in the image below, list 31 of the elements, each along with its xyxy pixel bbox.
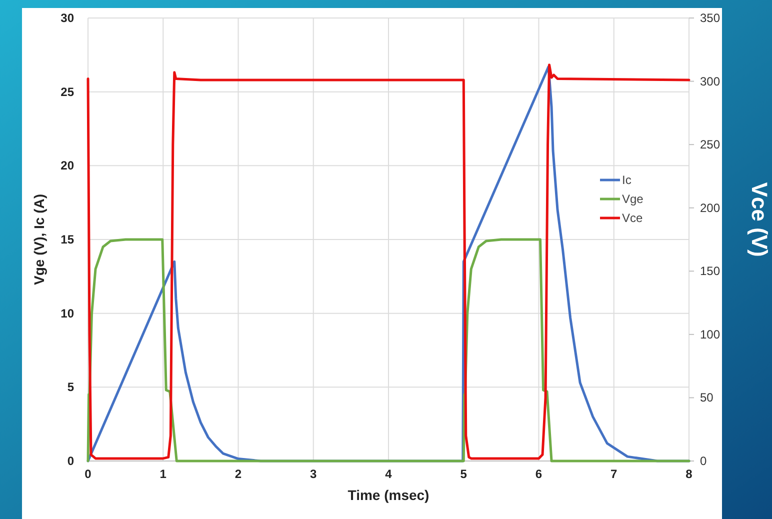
y-tick-label: 30	[60, 11, 74, 25]
y2-tick-label: 200	[700, 200, 720, 215]
x-tick-label: 4	[385, 467, 392, 481]
x-tick-label: 7	[610, 467, 618, 481]
x-tick-label: 5	[460, 467, 468, 481]
x-axis-title: Time (msec)	[348, 487, 430, 503]
x-tick-label: 2	[234, 467, 242, 481]
y-tick-label: 0	[67, 454, 74, 468]
y2-tick-label: 0	[700, 454, 707, 468]
y-tick-label: 10	[60, 306, 74, 320]
x-tick-label: 1	[160, 467, 167, 481]
y2-tick-label: 50	[700, 390, 714, 405]
y2-tick-label: 350	[700, 11, 720, 25]
x-tick-label: 8	[686, 467, 693, 481]
y-tick-label: 15	[60, 232, 74, 246]
line-series	[86, 238, 690, 462]
legend-label: Ic	[622, 173, 632, 187]
y-tick-label: 20	[60, 158, 74, 173]
y2-tick-label: 300	[700, 74, 720, 88]
legend-label: Vge	[622, 192, 644, 206]
x-tick-label: 6	[535, 467, 542, 481]
y2-axis-title: Vce (V)	[747, 182, 772, 257]
y-axis-title: Vge (V), Ic (A)	[31, 194, 47, 286]
y2-tick-label: 100	[700, 327, 720, 342]
y-tick-label: 5	[67, 380, 74, 394]
legend-label: Vce	[622, 211, 644, 225]
y-tick-label: 25	[60, 84, 74, 99]
x-tick-label: 0	[84, 467, 92, 481]
y2-tick-label: 250	[700, 138, 720, 152]
y2-tick-label: 150	[700, 264, 720, 278]
x-tick-label: 3	[310, 467, 318, 481]
